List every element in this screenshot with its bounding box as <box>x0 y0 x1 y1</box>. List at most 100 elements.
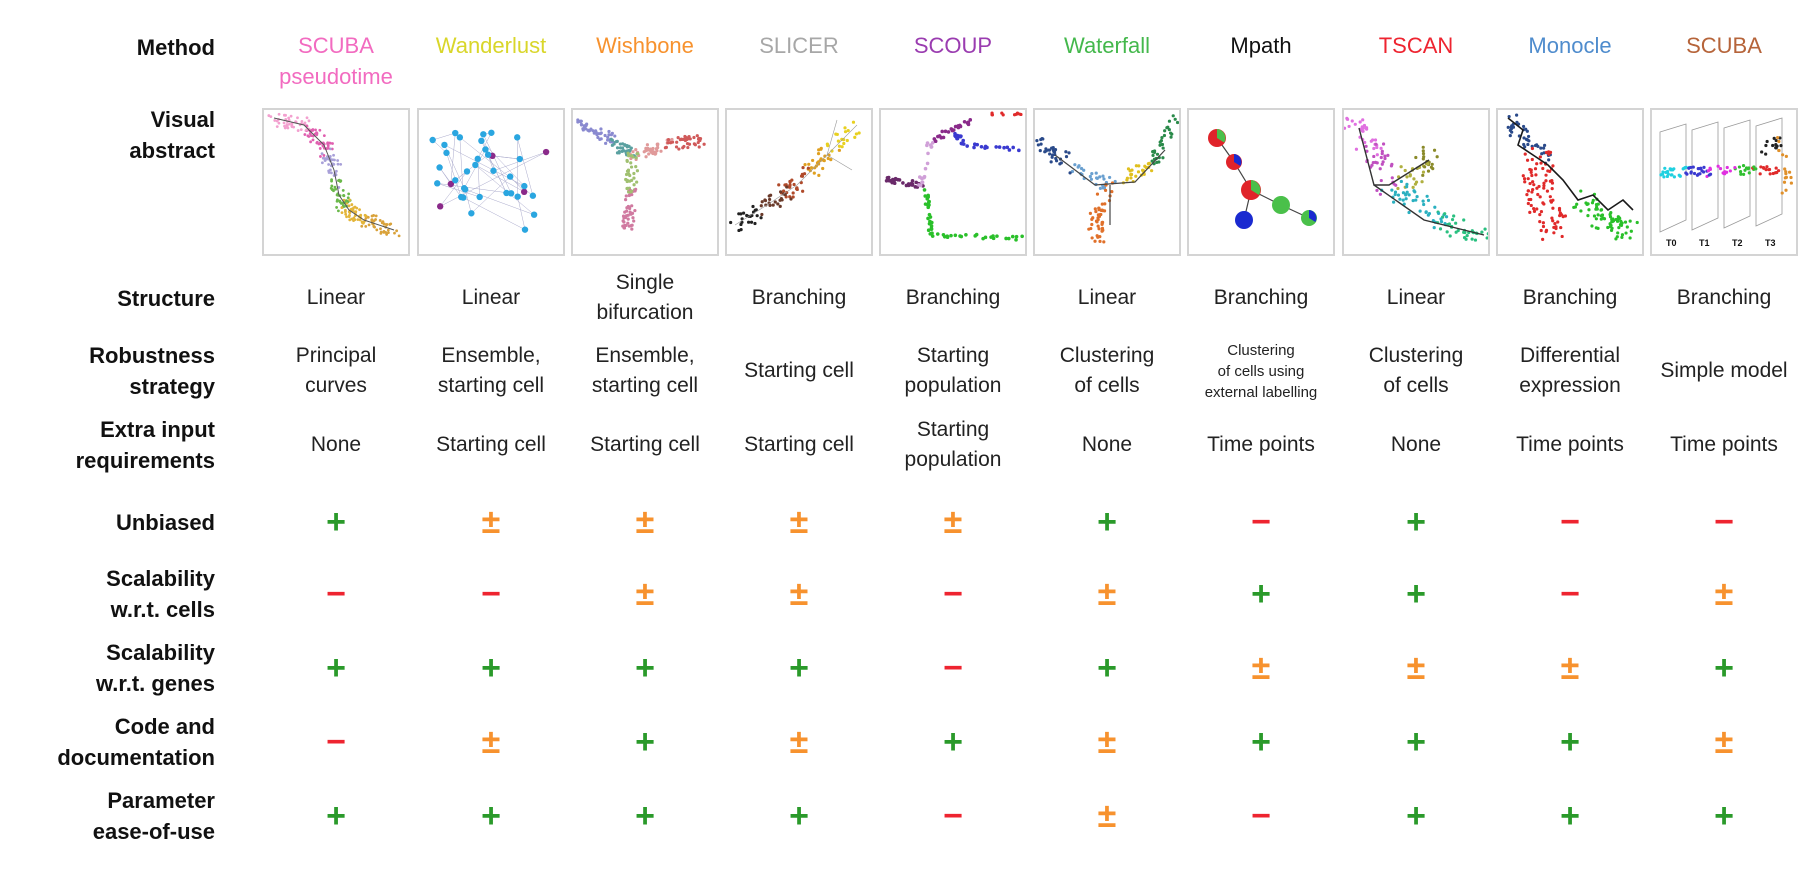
rating-param: + <box>1560 797 1580 835</box>
rating-unbiased: ± <box>481 503 501 541</box>
text-line: Time points <box>1670 433 1778 456</box>
row-label-scal-cells: Scalability w.r.t. cells <box>20 563 215 625</box>
visual-abstract-scoup <box>879 108 1027 256</box>
extra-input-cell: Time points <box>1496 430 1644 460</box>
text-line: Visual <box>150 107 215 132</box>
text-line: Branching <box>905 286 1001 309</box>
text-line: Time points <box>1516 433 1624 456</box>
rating-code-doc: − <box>326 723 346 761</box>
text-line: bifurcation <box>596 301 694 324</box>
visual-abstract-slicer <box>725 108 873 256</box>
rating-unbiased: ± <box>635 503 655 541</box>
text-line: Simple model <box>1660 359 1788 382</box>
rating-code-doc: ± <box>789 723 809 761</box>
rating-param: + <box>481 797 501 835</box>
visual-abstract-plot <box>429 129 550 233</box>
text-line: Starting cell <box>436 433 546 456</box>
text-line: Starting cell <box>744 359 854 382</box>
visual-abstract-plot <box>1344 116 1488 242</box>
rating-scal-cells: − <box>1560 575 1580 613</box>
structure-cell: Linear <box>417 283 565 313</box>
rating-scal-cells: ± <box>1097 575 1117 613</box>
rating-scal-genes: + <box>1097 649 1117 687</box>
rating-unbiased: + <box>1406 503 1426 541</box>
svg-text:T1: T1 <box>1699 238 1710 248</box>
method-name: Wanderlust <box>417 30 565 61</box>
visual-abstract-scuba: T0 T1 T2 T3 <box>1650 108 1798 256</box>
text-line: None <box>310 433 362 456</box>
text-line: Parameter <box>107 788 215 813</box>
structure-cell: Branching <box>1650 283 1798 313</box>
rating-param: + <box>789 797 809 835</box>
text-line: Unbiased <box>115 509 215 535</box>
text-line: Starting cell <box>590 433 700 456</box>
text-line: None <box>1390 433 1442 456</box>
rating-scal-genes: ± <box>1251 649 1271 687</box>
visual-abstract-wishbone <box>571 108 719 256</box>
rating-code-doc: + <box>635 723 655 761</box>
text-line: TSCAN <box>1378 33 1454 58</box>
rating-unbiased: − <box>1251 503 1271 541</box>
text-line: starting cell <box>591 374 699 397</box>
rating-code-doc: ± <box>1714 723 1734 761</box>
text-line: Starting <box>916 344 990 367</box>
visual-abstract-plot: T0 T1 T2 T3 <box>1659 117 1793 248</box>
text-line: Linear <box>1077 286 1137 309</box>
text-line: None <box>1081 433 1133 456</box>
method-name: Waterfall <box>1033 30 1181 61</box>
text-line: pseudotime <box>279 64 393 89</box>
text-line: Monocle <box>1528 33 1612 58</box>
text-line: SCUBA <box>298 33 374 58</box>
row-label-structure: Structure <box>20 283 215 314</box>
row-label-code-doc: Code and documentation <box>20 711 215 773</box>
row-label-scal-genes: Scalability w.r.t. genes <box>20 637 215 699</box>
rating-scal-genes: ± <box>1560 649 1580 687</box>
text-line: SCOUP <box>913 33 993 58</box>
rating-unbiased: + <box>1097 503 1117 541</box>
rating-scal-cells: − <box>943 575 963 613</box>
structure-cell: Branching <box>879 283 1027 313</box>
text-line: Scalability <box>106 640 215 665</box>
text-line: Clustering <box>1368 344 1464 367</box>
rating-code-doc: + <box>943 723 963 761</box>
text-line: Waterfall <box>1064 33 1150 58</box>
text-line: Single <box>615 271 675 294</box>
text-line: SLICER <box>759 33 839 58</box>
rating-unbiased: − <box>1560 503 1580 541</box>
text-line: of cells using <box>1217 362 1305 380</box>
text-line: strategy <box>129 374 215 399</box>
rating-scal-cells: ± <box>789 575 809 613</box>
method-name: SCOUP <box>879 30 1027 61</box>
method-name: TSCAN <box>1342 30 1490 61</box>
text-line: Code and <box>114 714 215 739</box>
visual-abstract-plot <box>1506 113 1639 241</box>
text-line: Starting <box>916 418 990 441</box>
robustness-cell: Principal curves <box>262 341 410 401</box>
method-name: Monocle <box>1496 30 1644 61</box>
row-label-unbiased: Unbiased <box>20 507 215 538</box>
method-name: Mpath <box>1187 30 1335 61</box>
text-line: Linear <box>1386 286 1446 309</box>
text-line: external labelling <box>1204 383 1318 401</box>
rating-unbiased: ± <box>943 503 963 541</box>
extra-input-cell: Starting population <box>879 415 1027 475</box>
rating-scal-genes: + <box>635 649 655 687</box>
extra-input-cell: Starting cell <box>417 430 565 460</box>
rating-param: − <box>1251 797 1271 835</box>
text-line: population <box>904 448 1002 471</box>
text-line: Branching <box>751 286 847 309</box>
rating-scal-genes: − <box>943 649 963 687</box>
text-line: Ensemble, <box>441 344 541 367</box>
visual-abstract-plot <box>729 119 861 233</box>
method-name: SCUBA <box>1650 30 1798 61</box>
text-line: of cells <box>1383 374 1449 397</box>
rating-scal-cells: − <box>481 575 501 613</box>
row-label-robustness: Robustness strategy <box>20 340 215 402</box>
visual-abstract-mpath <box>1187 108 1335 256</box>
text-line: Time points <box>1207 433 1315 456</box>
rating-scal-cells: ± <box>635 575 655 613</box>
visual-abstract-plot <box>1035 114 1179 244</box>
rating-unbiased: ± <box>789 503 809 541</box>
method-name: SLICER <box>725 30 873 61</box>
svg-text:T3: T3 <box>1765 238 1776 248</box>
